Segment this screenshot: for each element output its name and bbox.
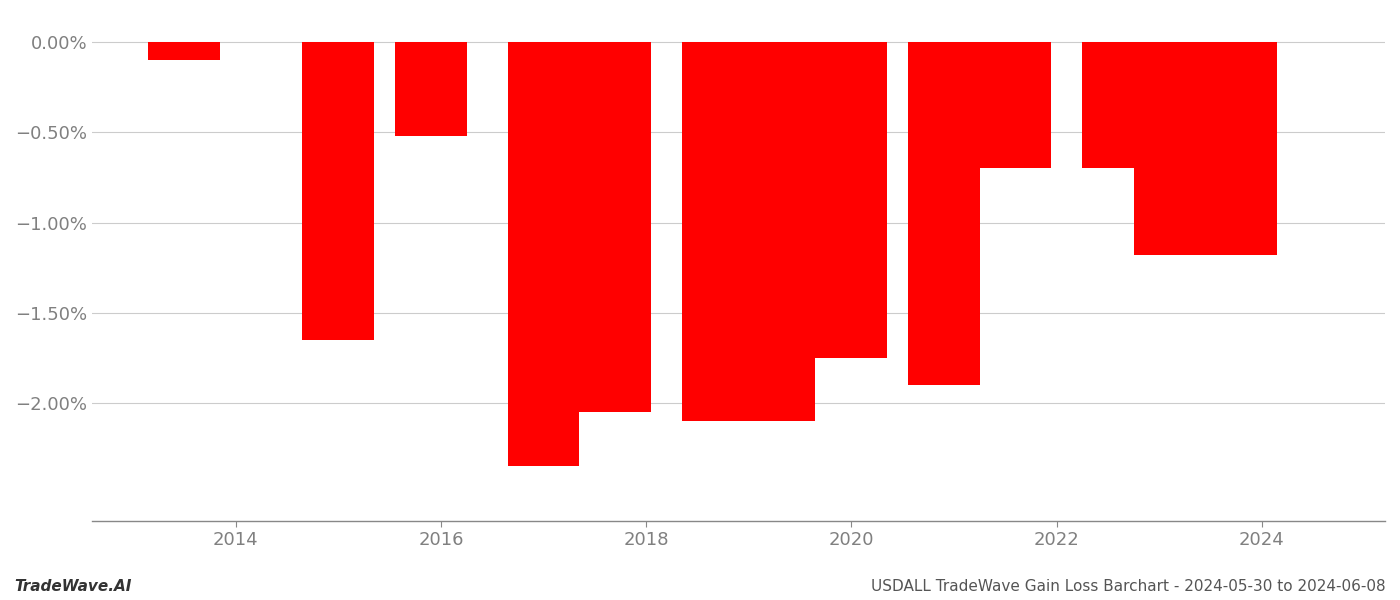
Bar [148, 42, 220, 60]
Bar [580, 42, 651, 412]
Bar [907, 42, 980, 385]
Bar [682, 42, 753, 421]
Bar [302, 42, 374, 340]
Bar [980, 42, 1051, 169]
Bar [1134, 42, 1205, 255]
Bar [508, 42, 580, 466]
Bar [395, 42, 466, 136]
Bar [1082, 42, 1154, 169]
Text: USDALL TradeWave Gain Loss Barchart - 2024-05-30 to 2024-06-08: USDALL TradeWave Gain Loss Barchart - 20… [871, 579, 1386, 594]
Bar [815, 42, 888, 358]
Text: TradeWave.AI: TradeWave.AI [14, 579, 132, 594]
Bar [743, 42, 815, 421]
Bar [1205, 42, 1277, 255]
